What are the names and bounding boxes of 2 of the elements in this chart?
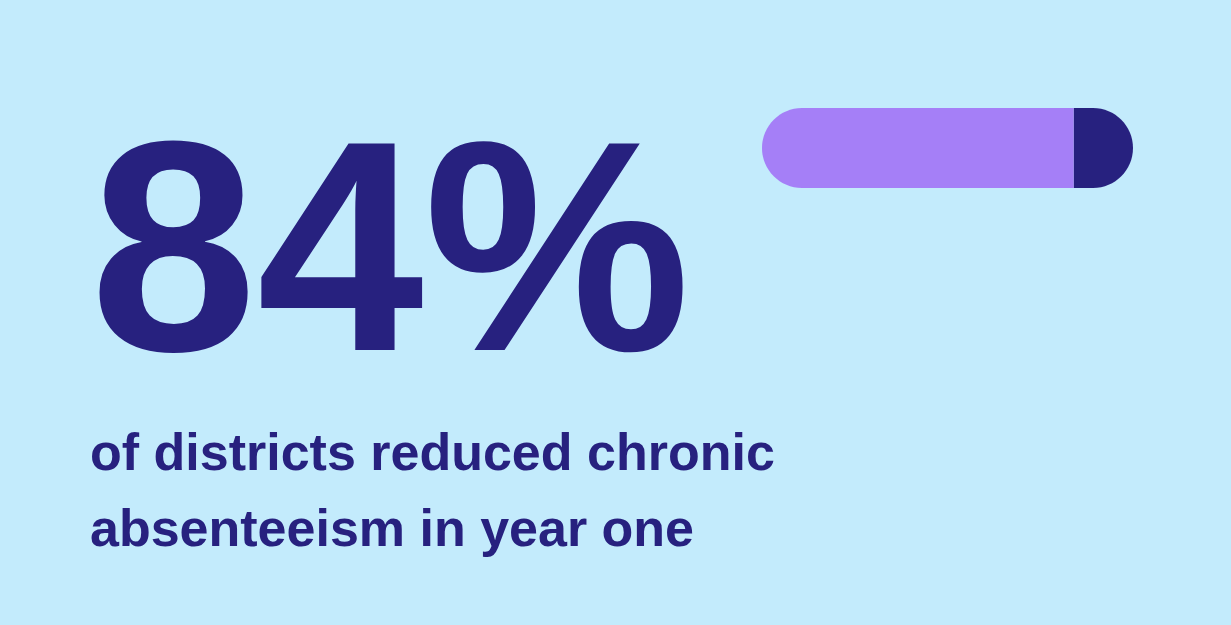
text: of districts reduced chronic absenteeism in year one xyxy=(90,423,775,557)
data-label: 84% xyxy=(90,78,691,414)
